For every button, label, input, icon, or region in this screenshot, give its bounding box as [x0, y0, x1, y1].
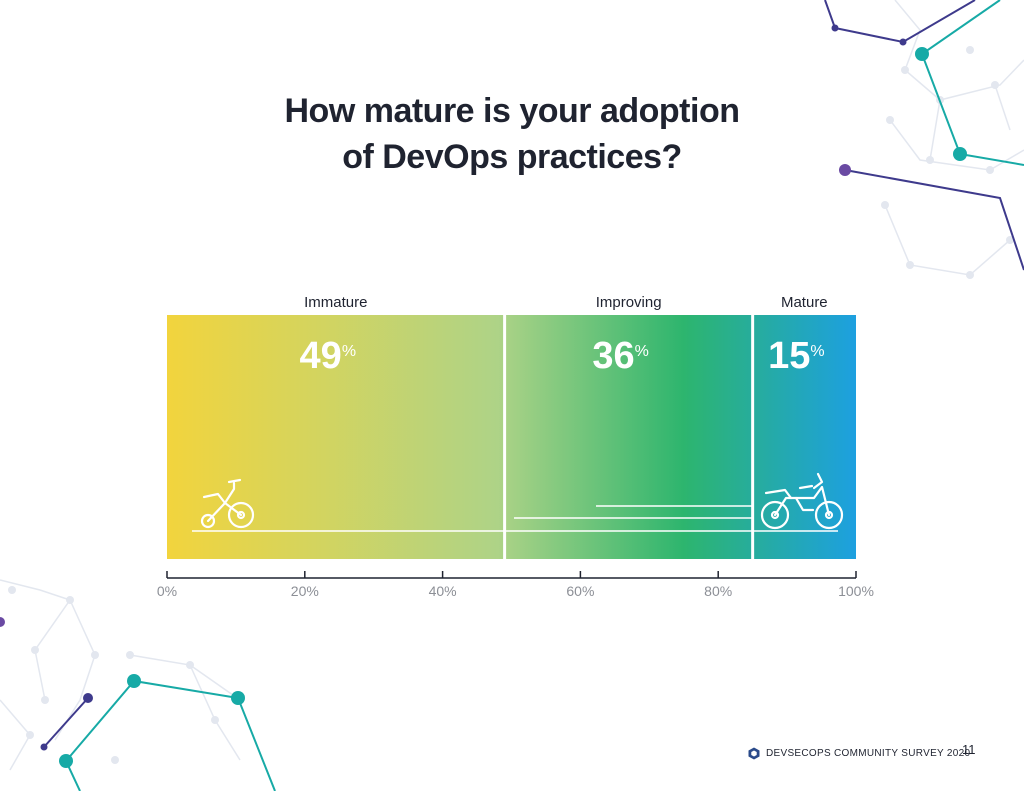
category-label-improving: Improving: [596, 294, 662, 311]
title-line-2: of DevOps practices?: [342, 138, 682, 176]
faint-hexagon-grid: [0, 0, 1024, 771]
x-tick-label: 80%: [704, 583, 732, 599]
title-line-1: How mature is your adoption: [284, 92, 740, 130]
hexagon-logo-icon: [748, 747, 760, 759]
x-axis: 0% 20% 40% 60% 80% 100%: [157, 571, 874, 599]
page-number: 11: [962, 742, 976, 757]
faint-nodes: [8, 46, 1014, 764]
value-label-mature: 15%: [768, 335, 825, 377]
page-title: How mature is your adoption of DevOps pr…: [0, 88, 1024, 180]
category-label-immature: Immature: [304, 294, 367, 311]
accent-nodes: [0, 24, 967, 768]
value-label-improving: 36%: [592, 335, 649, 377]
x-tick-label: 100%: [838, 583, 874, 599]
ground-lines: [192, 505, 838, 532]
motorcycle-icon: [760, 472, 844, 530]
x-tick-label: 60%: [566, 583, 594, 599]
value-label-immature: 49%: [300, 335, 357, 377]
x-tick-label: 0%: [157, 583, 177, 599]
footer: DEVSECOPS COMMUNITY SURVEY 2020: [748, 743, 970, 763]
x-tick-label: 40%: [429, 583, 457, 599]
footer-survey-title: DEVSECOPS COMMUNITY SURVEY 2020: [766, 747, 971, 759]
accent-lines: [43, 0, 1024, 791]
x-tick-label: 20%: [291, 583, 319, 599]
category-label-mature: Mature: [781, 294, 828, 311]
tricycle-icon: [200, 478, 255, 529]
